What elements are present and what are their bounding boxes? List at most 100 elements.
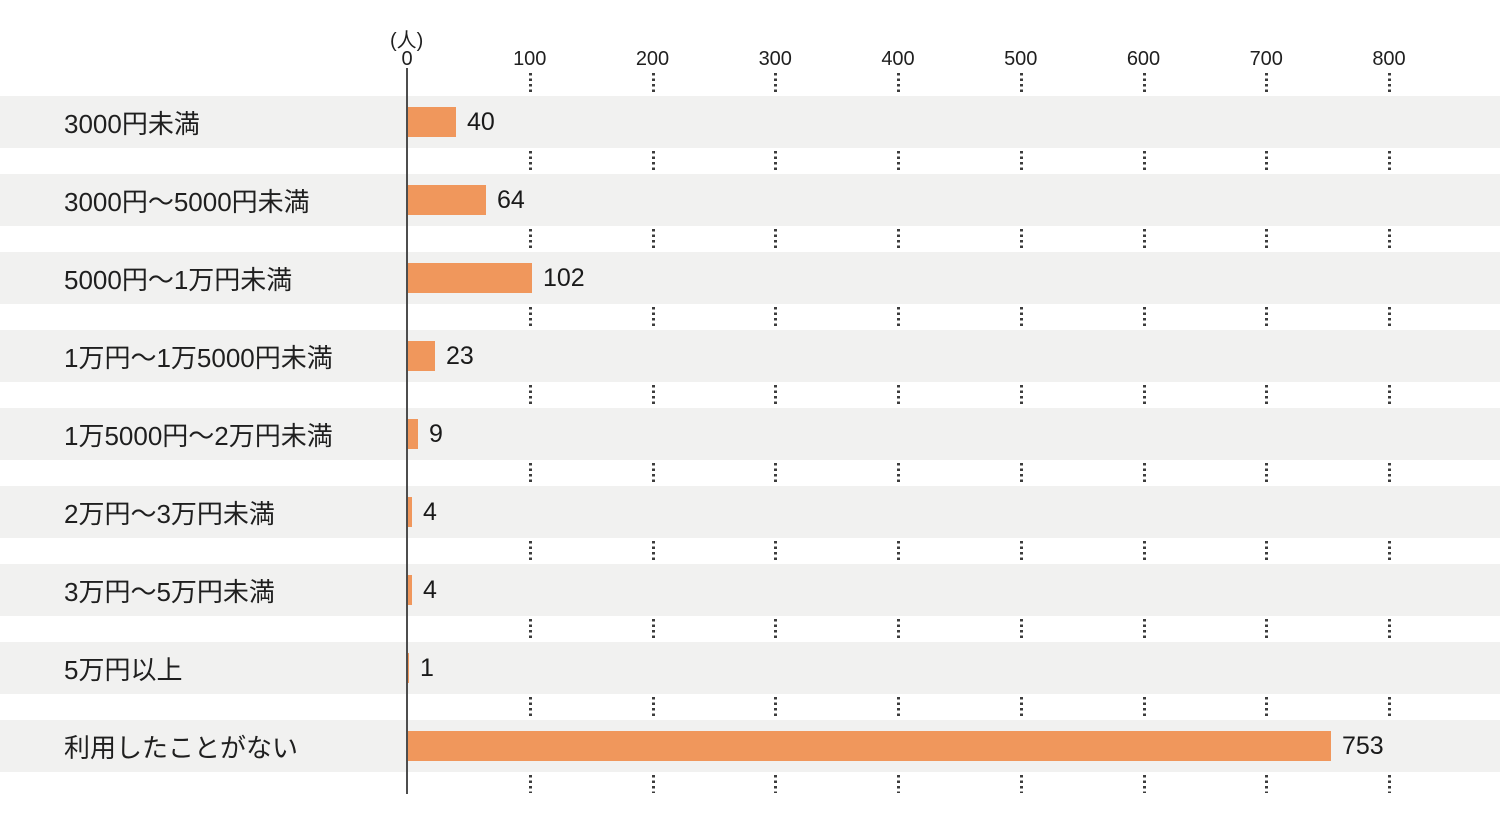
gridline-stub: [1388, 463, 1391, 483]
gridline-stub: [1019, 775, 1023, 793]
category-label: 1万5000円〜2万円未満: [64, 420, 333, 451]
gridline-stub: [897, 151, 900, 171]
gridline-stub: [774, 463, 778, 483]
value-label: 9: [429, 419, 443, 448]
gridline-stub: [774, 619, 778, 639]
gridline-stub: [528, 463, 532, 483]
gridline-stub: [897, 463, 900, 483]
chart-row: 1万5000円〜2万円未満 9: [0, 408, 1500, 460]
bar: [407, 653, 409, 683]
gridline-stub: [1142, 775, 1146, 793]
gridline-stub: [897, 697, 900, 717]
gridline-stub: [1142, 619, 1146, 639]
gridline-stub: [774, 229, 778, 249]
gridline-stub: [774, 307, 778, 327]
gridline-stub: [1388, 229, 1391, 249]
bar: [407, 575, 412, 605]
bar: [407, 497, 412, 527]
gridline-stub: [1265, 151, 1269, 171]
gridline-stub: [651, 151, 655, 171]
gridline-stub: [1388, 541, 1391, 561]
gridline-stub: [897, 73, 900, 93]
bar: [407, 185, 486, 215]
gridline-stub: [1142, 541, 1146, 561]
gridline-stub: [1019, 151, 1023, 171]
value-label: 1: [420, 653, 434, 682]
chart-row: 1万円〜1万5000円未満 23: [0, 330, 1500, 382]
chart-row: 3000円未満 40: [0, 96, 1500, 148]
value-label: 23: [446, 341, 474, 370]
gridline-stub: [1019, 307, 1023, 327]
gridline-stub: [651, 229, 655, 249]
gridline-stub: [897, 229, 900, 249]
gridline-stub: [651, 619, 655, 639]
gridline-stub: [1265, 697, 1269, 717]
chart-row: 5万円以上 1: [0, 642, 1500, 694]
gridline-stub: [651, 385, 655, 405]
gridline-stub: [528, 775, 532, 793]
gridline-stub: [528, 73, 532, 93]
gridline-stub: [1265, 73, 1269, 93]
gridline-stub: [651, 73, 655, 93]
gridline-stub: [1388, 775, 1391, 793]
gridline-stub: [651, 541, 655, 561]
gridline-stub: [897, 775, 900, 793]
bar: [407, 419, 418, 449]
gridline-stub: [1142, 229, 1146, 249]
category-label: 2万円〜3万円未満: [64, 498, 275, 529]
gridline-stub: [1142, 307, 1146, 327]
value-label: 40: [467, 107, 495, 136]
gridline-stub: [897, 385, 900, 405]
gridline-stub: [1142, 73, 1146, 93]
value-label: 102: [543, 263, 585, 292]
axis-tick-label: 200: [635, 48, 670, 70]
gridline-stub: [651, 775, 655, 793]
gridline-stub: [1265, 775, 1269, 793]
category-label: 5万円以上: [64, 654, 183, 685]
gridline-stub: [1388, 151, 1391, 171]
gridline-stub: [1019, 463, 1023, 483]
category-label: 利用したことがない: [64, 732, 299, 763]
value-label: 753: [1342, 731, 1384, 760]
gridline-stub: [528, 307, 532, 327]
gridline-stub: [651, 463, 655, 483]
gridline-stub: [1019, 541, 1023, 561]
gridline-stub: [1388, 73, 1391, 93]
chart-row: 3万円〜5万円未満 4: [0, 564, 1500, 616]
gridline-stub: [1265, 385, 1269, 405]
bar: [407, 263, 532, 293]
category-label: 1万円〜1万5000円未満: [64, 342, 333, 373]
gridline-stub: [774, 73, 778, 93]
category-label: 3000円〜5000円未満: [64, 186, 310, 217]
gridline-stub: [1142, 463, 1146, 483]
bar: [407, 107, 456, 137]
gridline-stub: [1265, 619, 1269, 639]
gridline-stub: [1265, 463, 1269, 483]
value-label: 4: [423, 575, 437, 604]
value-label: 4: [423, 497, 437, 526]
gridline-stub: [774, 775, 778, 793]
gridline-stub: [1019, 229, 1023, 249]
gridline-stub: [1388, 385, 1391, 405]
gridline-stub: [1388, 619, 1391, 639]
category-label: 3000円未満: [64, 108, 200, 139]
gridline-stub: [1388, 697, 1391, 717]
axis-tick-label: 0: [401, 48, 413, 70]
category-label: 3万円〜5万円未満: [64, 576, 275, 607]
gridline-stub: [1388, 307, 1391, 327]
axis-unit-label: (人): [390, 30, 424, 52]
gridline-stub: [897, 307, 900, 327]
gridline-stub: [897, 619, 900, 639]
bar: [407, 341, 435, 371]
axis-tick-label: 300: [758, 48, 792, 70]
chart-row: 5000円〜1万円未満 102: [0, 252, 1500, 304]
gridline-stub: [528, 151, 532, 171]
gridline-stub: [1019, 73, 1023, 93]
gridline-stub: [897, 541, 900, 561]
chart-row: 利用したことがない 753: [0, 720, 1500, 772]
axis-tick-label: 500: [1004, 48, 1038, 70]
gridline-stub: [774, 151, 778, 171]
category-label: 5000円〜1万円未満: [64, 264, 293, 295]
gridline-stub: [528, 541, 532, 561]
